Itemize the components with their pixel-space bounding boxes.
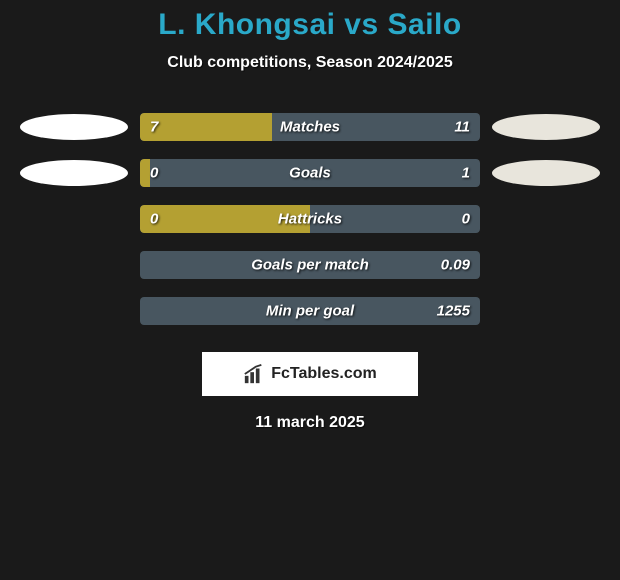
brand-logo-icon (243, 363, 265, 385)
stat-value-right: 0.09 (441, 257, 470, 274)
comparison-card: L. Khongsai vs Sailo Club competitions, … (0, 0, 620, 432)
player-right-marker (492, 298, 600, 324)
stat-row: 0 Hattricks 0 (0, 196, 620, 242)
player-right-marker (492, 206, 600, 232)
stat-bar: Min per goal 1255 (140, 297, 480, 325)
bar-fill-left (140, 113, 272, 141)
stat-label: Goals per match (251, 257, 369, 274)
subtitle: Club competitions, Season 2024/2025 (0, 54, 620, 72)
stat-value-right: 1 (462, 165, 470, 182)
brand-text: FcTables.com (271, 365, 377, 383)
stat-label: Matches (280, 119, 340, 136)
player-right-marker (492, 160, 600, 186)
date-label: 11 march 2025 (0, 414, 620, 432)
page-title: L. Khongsai vs Sailo (0, 8, 620, 42)
stat-row: Min per goal 1255 (0, 288, 620, 334)
player-left-marker (20, 252, 128, 278)
stat-bar: 7 Matches 11 (140, 113, 480, 141)
stat-rows-container: 7 Matches 11 0 Goals 1 0 Hattricks 0 Goals per ma… (0, 104, 620, 334)
stat-value-right: 11 (454, 119, 470, 136)
stat-value-left: 0 (150, 165, 158, 182)
stat-value-left: 7 (150, 119, 158, 136)
player-left-marker (20, 160, 128, 186)
stat-value-right: 1255 (437, 303, 470, 320)
player-right-marker (492, 114, 600, 140)
brand-badge: FcTables.com (202, 352, 418, 396)
player-left-marker (20, 298, 128, 324)
stat-row: 0 Goals 1 (0, 150, 620, 196)
stat-label: Hattricks (278, 211, 342, 228)
stat-value-right: 0 (462, 211, 470, 228)
player-left-marker (20, 206, 128, 232)
player-right-marker (492, 252, 600, 278)
bar-fill-left (140, 159, 150, 187)
stat-row: 7 Matches 11 (0, 104, 620, 150)
stat-label: Goals (289, 165, 331, 182)
player-left-marker (20, 114, 128, 140)
stat-row: Goals per match 0.09 (0, 242, 620, 288)
stat-bar: Goals per match 0.09 (140, 251, 480, 279)
stat-label: Min per goal (266, 303, 354, 320)
stat-value-left: 0 (150, 211, 158, 228)
stat-bar: 0 Hattricks 0 (140, 205, 480, 233)
stat-bar: 0 Goals 1 (140, 159, 480, 187)
